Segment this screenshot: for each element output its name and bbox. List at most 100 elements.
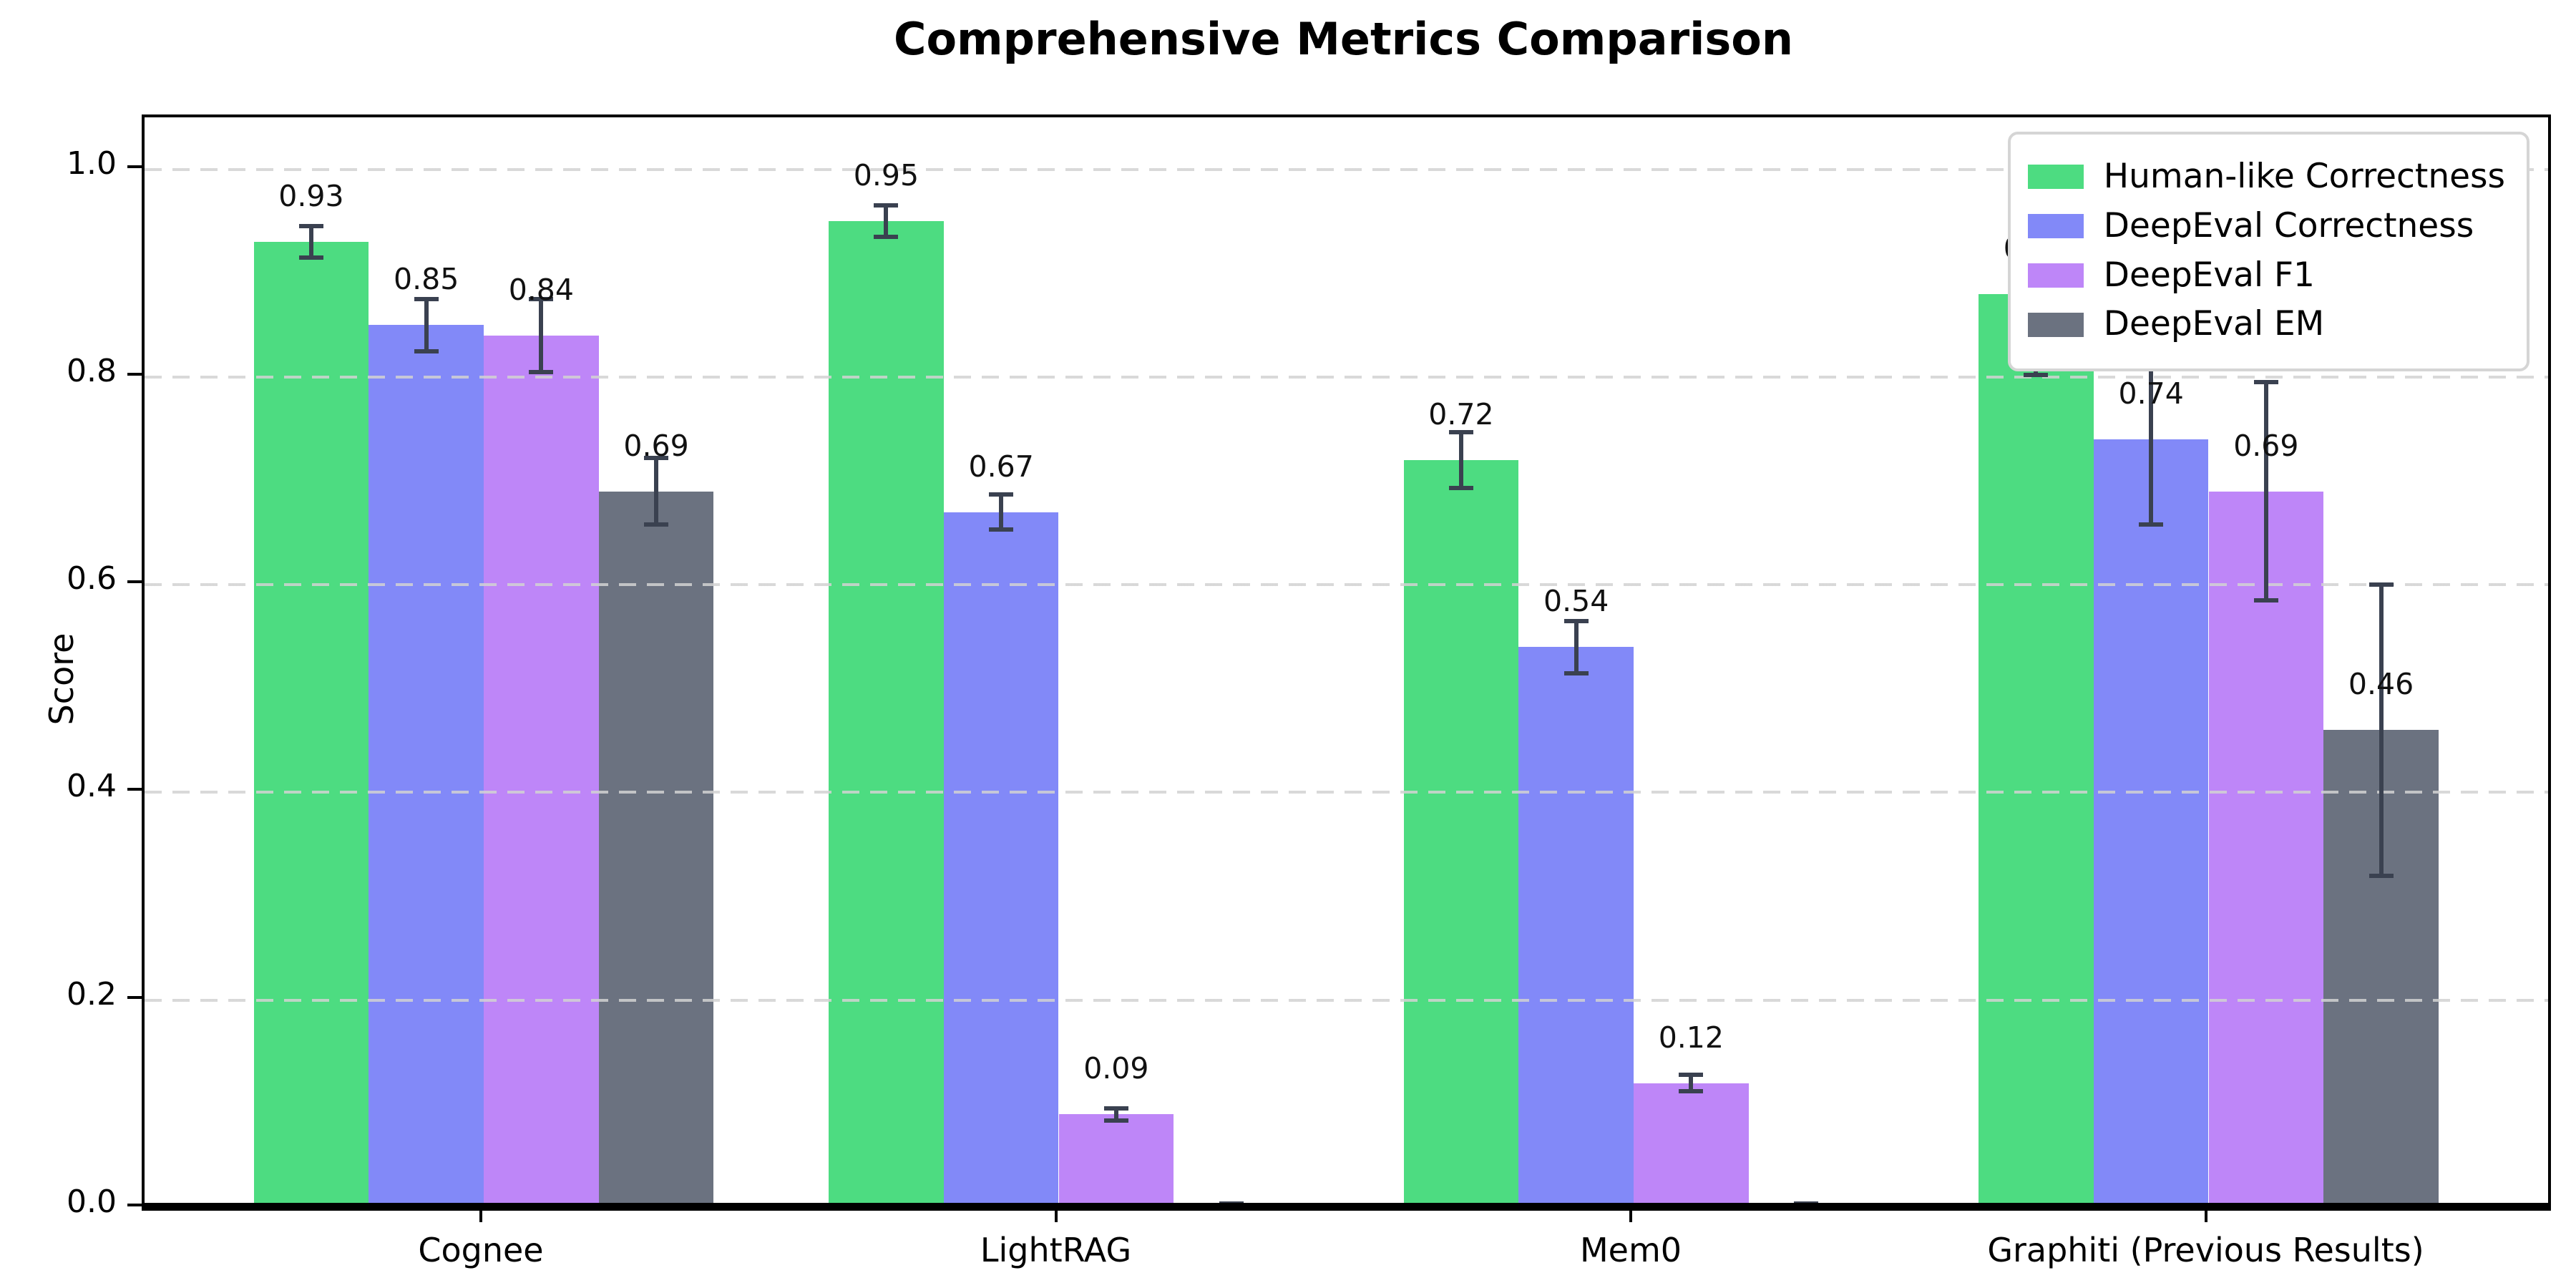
- y-tick-mark: [127, 788, 142, 791]
- gridline-0.2: [145, 998, 2548, 1002]
- error-bar-cap: [1563, 618, 1589, 623]
- error-bar-cap: [414, 297, 439, 301]
- bar-value-label: 0.84: [508, 272, 574, 307]
- error-bar: [2263, 382, 2268, 600]
- error-bar-cap: [2253, 380, 2278, 385]
- legend-row: Human-like Correctness: [2027, 156, 2505, 198]
- error-bar: [1689, 1075, 1694, 1092]
- bar-deepeval-correctness-0: [369, 325, 484, 1208]
- bar-value-label: 0.72: [1428, 396, 1494, 431]
- error-bar-cap: [989, 527, 1014, 532]
- x-tick-label-0: Cognee: [418, 1231, 544, 1269]
- bar-value-label: 0.54: [1543, 584, 1609, 619]
- error-bar-cap: [2024, 372, 2049, 377]
- legend-label: DeepEval F1: [2103, 255, 2315, 295]
- error-bar-cap: [529, 369, 554, 374]
- error-bar-cap: [874, 203, 899, 208]
- bar-value-label: 0.46: [2348, 667, 2414, 702]
- y-tick-mark: [127, 1204, 142, 1206]
- legend-swatch-icon: [2027, 214, 2084, 239]
- bar-deepeval-f1-2: [1634, 1083, 1749, 1208]
- error-bar-cap: [414, 348, 439, 353]
- x-tick-label-3: Graphiti (Previous Results): [1987, 1231, 2424, 1269]
- bar-value-label: 0.12: [1658, 1020, 1724, 1055]
- y-tick-label-1.0: 1.0: [67, 145, 117, 182]
- x-tick-label-1: LightRAG: [980, 1231, 1132, 1269]
- error-bar-cap: [644, 456, 669, 461]
- error-bar-cap: [1103, 1106, 1128, 1111]
- error-bar: [1458, 431, 1463, 489]
- bar-deepeval-em-0: [598, 491, 714, 1208]
- gridline-0.6: [145, 583, 2548, 587]
- legend-label: Human-like Correctness: [2103, 157, 2505, 196]
- y-tick-mark: [127, 995, 142, 999]
- error-bar: [308, 226, 313, 258]
- error-bar: [1113, 1108, 1118, 1121]
- bar-deepeval-f1-0: [484, 335, 599, 1208]
- bar-value-label: 0.69: [623, 428, 689, 463]
- error-bar: [999, 494, 1004, 530]
- error-bar-cap: [1219, 1210, 1244, 1211]
- legend-swatch-icon: [2027, 165, 2084, 190]
- error-bar-cap: [1679, 1089, 1704, 1094]
- x-axis-line: [145, 1203, 2548, 1208]
- error-bar-cap: [1448, 429, 1473, 434]
- error-bar-cap: [298, 255, 323, 260]
- error-bar-cap: [2253, 597, 2278, 602]
- bar-deepeval-f1-3: [2208, 491, 2324, 1208]
- error-bar-cap: [2368, 582, 2394, 587]
- bar-value-label: 0.93: [278, 179, 344, 214]
- y-tick-mark: [127, 372, 142, 376]
- error-bar-cap: [1103, 1118, 1128, 1123]
- legend-swatch-icon: [2027, 263, 2084, 288]
- x-tick-mark: [1629, 1208, 1632, 1222]
- bar-deepeval-correctness-1: [943, 512, 1059, 1208]
- error-bar: [2379, 585, 2384, 876]
- bar-value-label: 0.09: [1083, 1051, 1149, 1086]
- bar-value-label: 0.69: [2233, 428, 2299, 463]
- bar-deepeval-f1-1: [1058, 1114, 1174, 1208]
- error-bar-cap: [529, 297, 554, 301]
- bar-deepeval-correctness-3: [2093, 439, 2209, 1208]
- bar-human-like-correctness-1: [829, 221, 944, 1208]
- bar-human-like-correctness-3: [1979, 293, 2094, 1208]
- y-tick-mark: [127, 580, 142, 584]
- legend-row: DeepEval Correctness: [2027, 205, 2505, 248]
- bar-value-label: 0.67: [968, 449, 1034, 484]
- legend-label: DeepEval Correctness: [2103, 205, 2474, 245]
- legend-swatch-icon: [2027, 312, 2084, 337]
- gridline-0.4: [145, 791, 2548, 794]
- error-bar-cap: [2139, 522, 2164, 527]
- bar-human-like-correctness-0: [253, 242, 369, 1208]
- chart-title: Comprehensive Metrics Comparison: [893, 13, 1794, 65]
- error-bar-cap: [989, 492, 1014, 497]
- error-bar: [424, 299, 429, 351]
- legend-label: DeepEval EM: [2103, 304, 2325, 344]
- error-bar-cap: [2368, 873, 2394, 878]
- error-bar: [539, 299, 544, 372]
- error-bar-cap: [644, 522, 669, 527]
- y-tick-label-0.6: 0.6: [67, 560, 117, 597]
- legend-row: DeepEval F1: [2027, 255, 2505, 297]
- error-bar: [2149, 353, 2154, 525]
- x-tick-mark: [1054, 1208, 1058, 1222]
- error-bar-cap: [874, 234, 899, 239]
- y-tick-label-0.8: 0.8: [67, 352, 117, 389]
- x-tick-label-2: Mem0: [1579, 1231, 1682, 1269]
- bar-value-label: 0.95: [853, 158, 919, 193]
- error-bar-cap: [1679, 1073, 1704, 1078]
- error-bar-cap: [1563, 670, 1589, 675]
- bar-human-like-correctness-2: [1403, 459, 1519, 1208]
- bar-deepeval-correctness-2: [1518, 647, 1634, 1208]
- error-bar-cap: [298, 224, 323, 229]
- error-bar-cap: [1448, 486, 1473, 491]
- y-tick-mark: [127, 165, 142, 168]
- error-bar-cap: [1794, 1210, 1818, 1211]
- legend-row: DeepEval EM: [2027, 303, 2505, 346]
- x-tick-mark: [2204, 1208, 2207, 1222]
- bar-value-label: 0.74: [2118, 376, 2184, 411]
- error-bar: [884, 205, 889, 237]
- plot-area: 0.930.950.720.880.850.670.540.740.840.09…: [142, 114, 2551, 1211]
- y-tick-label-0.4: 0.4: [67, 768, 117, 805]
